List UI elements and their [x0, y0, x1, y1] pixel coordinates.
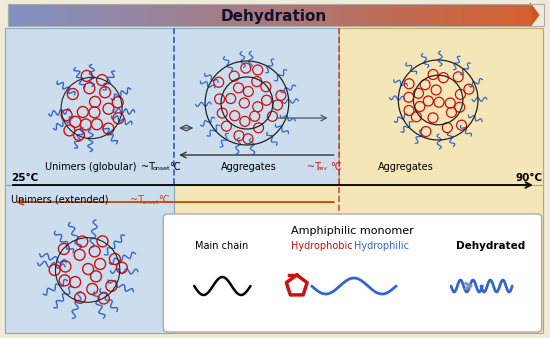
Text: ~T: ~T — [307, 162, 321, 172]
Bar — [52, 4, 61, 26]
FancyArrow shape — [530, 2, 540, 28]
Bar — [8, 4, 544, 26]
Bar — [340, 4, 349, 26]
Bar — [296, 4, 305, 26]
Bar — [488, 4, 497, 26]
Text: Amphiphilic monomer: Amphiphilic monomer — [291, 226, 414, 236]
Bar — [122, 4, 131, 26]
Bar — [104, 4, 113, 26]
Bar — [95, 4, 104, 26]
Bar — [462, 4, 471, 26]
Text: °C: °C — [331, 162, 342, 172]
Text: Hydrophobic: Hydrophobic — [291, 241, 353, 251]
Bar — [497, 4, 506, 26]
Bar — [252, 4, 262, 26]
Bar — [505, 4, 515, 26]
Text: onset: onset — [141, 199, 159, 204]
Text: rev: rev — [318, 167, 328, 171]
Bar — [392, 4, 402, 26]
Bar — [270, 4, 279, 26]
Text: Hydrophilic: Hydrophilic — [354, 241, 409, 251]
Bar — [16, 4, 26, 26]
Bar — [436, 4, 445, 26]
Bar — [60, 4, 69, 26]
Text: Aggregates: Aggregates — [378, 162, 434, 172]
Bar — [156, 4, 166, 26]
Bar — [410, 4, 419, 26]
FancyBboxPatch shape — [163, 214, 542, 332]
Bar — [147, 4, 157, 26]
Bar — [322, 4, 332, 26]
Bar — [331, 4, 340, 26]
Bar — [314, 4, 323, 26]
Bar — [514, 4, 524, 26]
Bar — [287, 4, 296, 26]
Bar — [139, 4, 148, 26]
Bar — [165, 4, 174, 26]
Bar — [348, 4, 358, 26]
Text: 90°C: 90°C — [516, 173, 543, 183]
Bar — [244, 4, 253, 26]
Text: ~T: ~T — [141, 162, 156, 172]
Bar — [34, 4, 43, 26]
Bar — [78, 4, 87, 26]
Bar — [357, 4, 366, 26]
Bar — [279, 4, 288, 26]
Bar — [5, 185, 543, 333]
Bar — [471, 4, 480, 26]
Bar — [25, 4, 35, 26]
Bar — [113, 4, 122, 26]
Text: Dehydration: Dehydration — [221, 8, 327, 24]
Bar — [444, 4, 454, 26]
Bar — [427, 4, 436, 26]
Text: Unimers (extended): Unimers (extended) — [11, 195, 108, 205]
Bar — [383, 4, 393, 26]
Text: Aggregates: Aggregates — [221, 162, 277, 172]
Bar — [183, 4, 192, 26]
Bar — [453, 4, 463, 26]
Text: °C: °C — [169, 162, 181, 172]
Text: onset: onset — [152, 167, 170, 171]
Bar — [5, 185, 174, 333]
Bar — [130, 4, 139, 26]
Bar — [226, 4, 235, 26]
Bar — [235, 4, 244, 26]
Bar — [523, 4, 532, 26]
Bar — [43, 4, 52, 26]
Bar — [401, 4, 410, 26]
Bar — [69, 4, 78, 26]
Bar — [261, 4, 271, 26]
Bar — [375, 4, 384, 26]
Bar — [418, 4, 427, 26]
Bar — [86, 4, 96, 26]
Bar — [480, 4, 488, 26]
Bar — [174, 4, 183, 26]
Bar — [209, 4, 218, 26]
Bar — [191, 4, 201, 26]
Bar — [200, 4, 209, 26]
Text: Unimers (globular): Unimers (globular) — [45, 162, 136, 172]
Bar — [217, 4, 227, 26]
Text: Dehydrated: Dehydrated — [456, 241, 526, 251]
Text: °C: °C — [158, 195, 170, 205]
Bar — [8, 4, 17, 26]
Bar — [366, 4, 375, 26]
Bar — [339, 28, 543, 185]
Text: Main chain: Main chain — [195, 241, 249, 251]
Bar — [5, 28, 339, 185]
Text: 25°C: 25°C — [11, 173, 38, 183]
Bar — [305, 4, 314, 26]
Text: ~T: ~T — [130, 195, 145, 205]
